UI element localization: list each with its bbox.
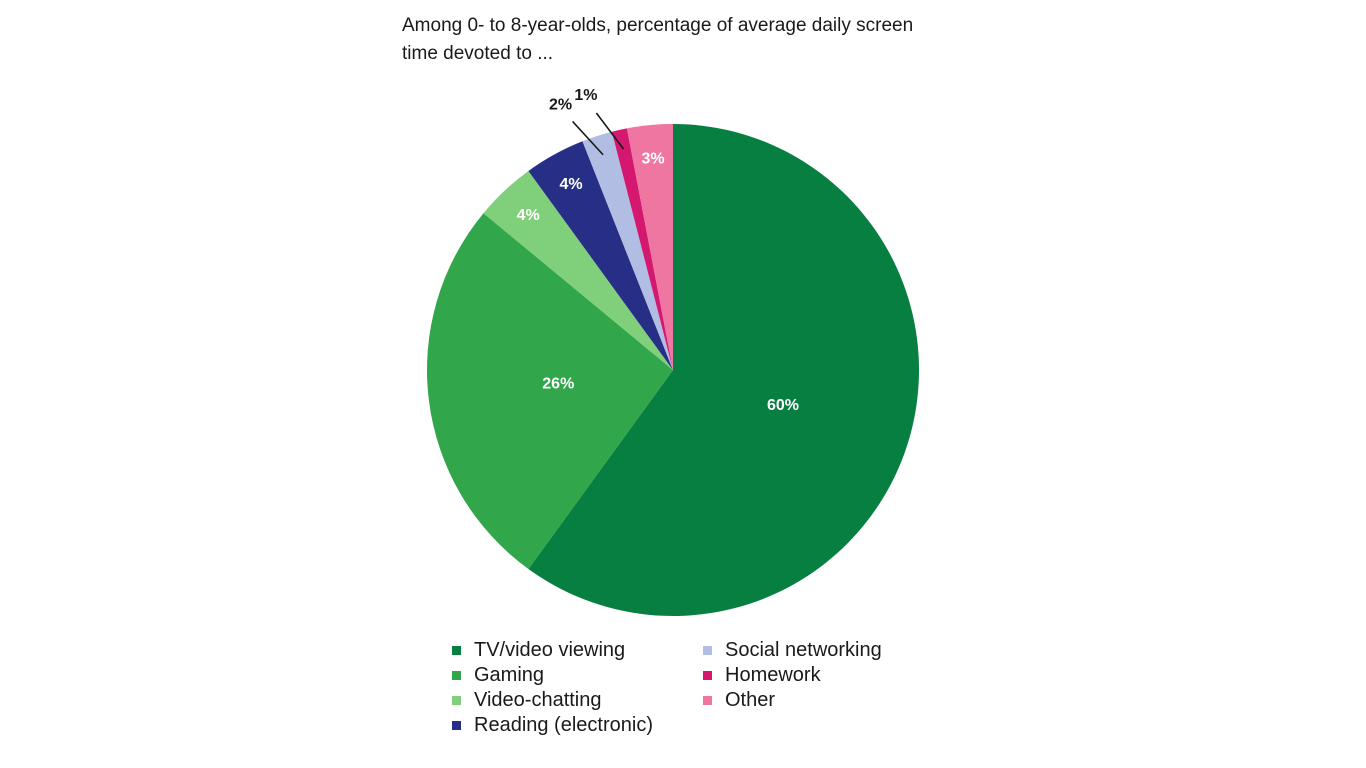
pie-slice-reading-electronic bbox=[528, 141, 673, 370]
legend-label-reading-electronic: Reading (electronic) bbox=[474, 714, 653, 736]
slice-label-video-chatting: 4% bbox=[517, 207, 540, 224]
slice-label-tv-video-viewing: 60% bbox=[767, 397, 799, 414]
pie-slice-tv-video-viewing bbox=[528, 124, 919, 617]
slice-label-social-networking: 2% bbox=[549, 96, 572, 113]
slice-label-gaming: 26% bbox=[542, 376, 574, 393]
legend-swatch-gaming bbox=[452, 671, 461, 680]
slice-label-reading-electronic: 4% bbox=[560, 176, 583, 193]
legend-swatch-tv-video-viewing bbox=[452, 646, 461, 655]
legend-label-social-networking: Social networking bbox=[725, 639, 882, 661]
legend-label-homework: Homework bbox=[725, 664, 821, 686]
legend-swatch-social-networking bbox=[703, 646, 712, 655]
legend-item-other: Other bbox=[703, 688, 775, 713]
legend-swatch-reading-electronic bbox=[452, 721, 461, 730]
slice-label-other: 3% bbox=[642, 151, 665, 168]
legend-item-video-chatting: Video-chatting bbox=[452, 688, 602, 713]
leader-line-social-networking bbox=[571, 120, 604, 156]
slice-label-homework: 1% bbox=[574, 87, 597, 104]
legend-item-social-networking: Social networking bbox=[703, 638, 882, 663]
legend-swatch-other bbox=[703, 696, 712, 705]
legend-label-gaming: Gaming bbox=[474, 664, 545, 686]
legend-label-tv-video-viewing: TV/video viewing bbox=[474, 639, 626, 661]
legend-item-tv-video-viewing: TV/video viewing bbox=[452, 638, 625, 663]
legend-item-reading-electronic: Reading (electronic) bbox=[452, 713, 653, 738]
legend-swatch-video-chatting bbox=[452, 696, 461, 705]
pie-slice-gaming bbox=[426, 213, 673, 570]
chart-title-line-1: Among 0- to 8-year-olds, percentage of a… bbox=[402, 15, 914, 36]
leader-line-homework bbox=[595, 112, 625, 150]
pie-slice-video-chatting bbox=[483, 170, 673, 370]
legend-item-gaming: Gaming bbox=[452, 663, 544, 688]
legend-swatch-homework bbox=[703, 671, 712, 680]
chart-title: Among 0- to 8-year-olds, percentage of a… bbox=[402, 12, 962, 68]
legend-item-homework: Homework bbox=[703, 663, 821, 688]
pie-slice-homework bbox=[611, 128, 673, 370]
chart-legend: TV/video viewing Gaming Video-chatting Read… bbox=[452, 638, 952, 748]
pie-slice-social-networking bbox=[582, 131, 673, 370]
legend-label-video-chatting: Video-chatting bbox=[474, 689, 602, 711]
legend-label-other: Other bbox=[725, 689, 776, 711]
pie-slice-other bbox=[626, 124, 673, 370]
chart-title-line-2: time devoted to ... bbox=[402, 43, 554, 64]
